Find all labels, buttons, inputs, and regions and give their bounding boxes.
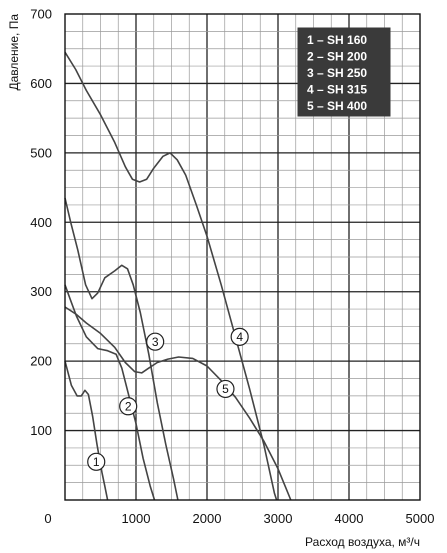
x-tick-label: 2000	[193, 511, 222, 526]
legend-entry: 5 – SH 400	[307, 99, 367, 113]
legend-entry: 3 – SH 250	[307, 66, 367, 80]
curves	[64, 51, 292, 501]
y-axis-label: Давление, Па	[7, 14, 21, 91]
series-label-1: 1	[93, 455, 100, 469]
x-axis-label: Расход воздуха, м³/ч	[305, 535, 420, 549]
y-tick-label: 700	[30, 7, 52, 22]
curve-labels: 1 2 3 4 5	[87, 327, 249, 471]
y-tick-label: 600	[30, 76, 52, 91]
series-marker-5	[216, 379, 235, 399]
series-marker-1	[87, 452, 106, 471]
legend-entry: 2 – SH 200	[307, 50, 367, 64]
x-tick-label: 1000	[122, 511, 151, 526]
x-tick-label: 5000	[406, 511, 435, 526]
legend-entry: 4 – SH 315	[307, 83, 367, 97]
plot-frame	[64, 13, 421, 501]
legend-box	[297, 27, 391, 117]
y-tick-label: 400	[30, 215, 52, 230]
y-tick-label: 500	[30, 145, 52, 160]
x-tick-label: 3000	[264, 511, 293, 526]
x-tick-label: 0	[44, 511, 51, 526]
legend: 1 – SH 160 2 – SH 200 3 – SH 250 4 – SH 315…	[297, 27, 391, 117]
series-marker-2	[119, 397, 138, 416]
series-label-3: 3	[152, 335, 159, 349]
series-line-4	[64, 51, 278, 501]
series-marker-3	[146, 332, 165, 351]
series-line-2	[64, 284, 156, 501]
y-tick-label: 200	[30, 354, 52, 369]
tick-labels: 0 1000 2000 3000 4000 5000 100 200 300 400 500 600 7…	[30, 7, 434, 527]
series-line-1	[64, 360, 109, 501]
legend-entry: 1 – SH 160	[307, 33, 367, 47]
grid	[65, 14, 420, 500]
series-label-4: 4	[236, 330, 243, 344]
series-label-2: 2	[125, 400, 132, 414]
x-tick-label: 4000	[335, 511, 364, 526]
series-marker-4	[230, 327, 249, 346]
series-line-5	[64, 306, 292, 501]
y-tick-label: 100	[30, 423, 52, 438]
series-line-3	[64, 197, 179, 501]
y-tick-label: 300	[30, 284, 52, 299]
series-label-5: 5	[222, 382, 229, 396]
